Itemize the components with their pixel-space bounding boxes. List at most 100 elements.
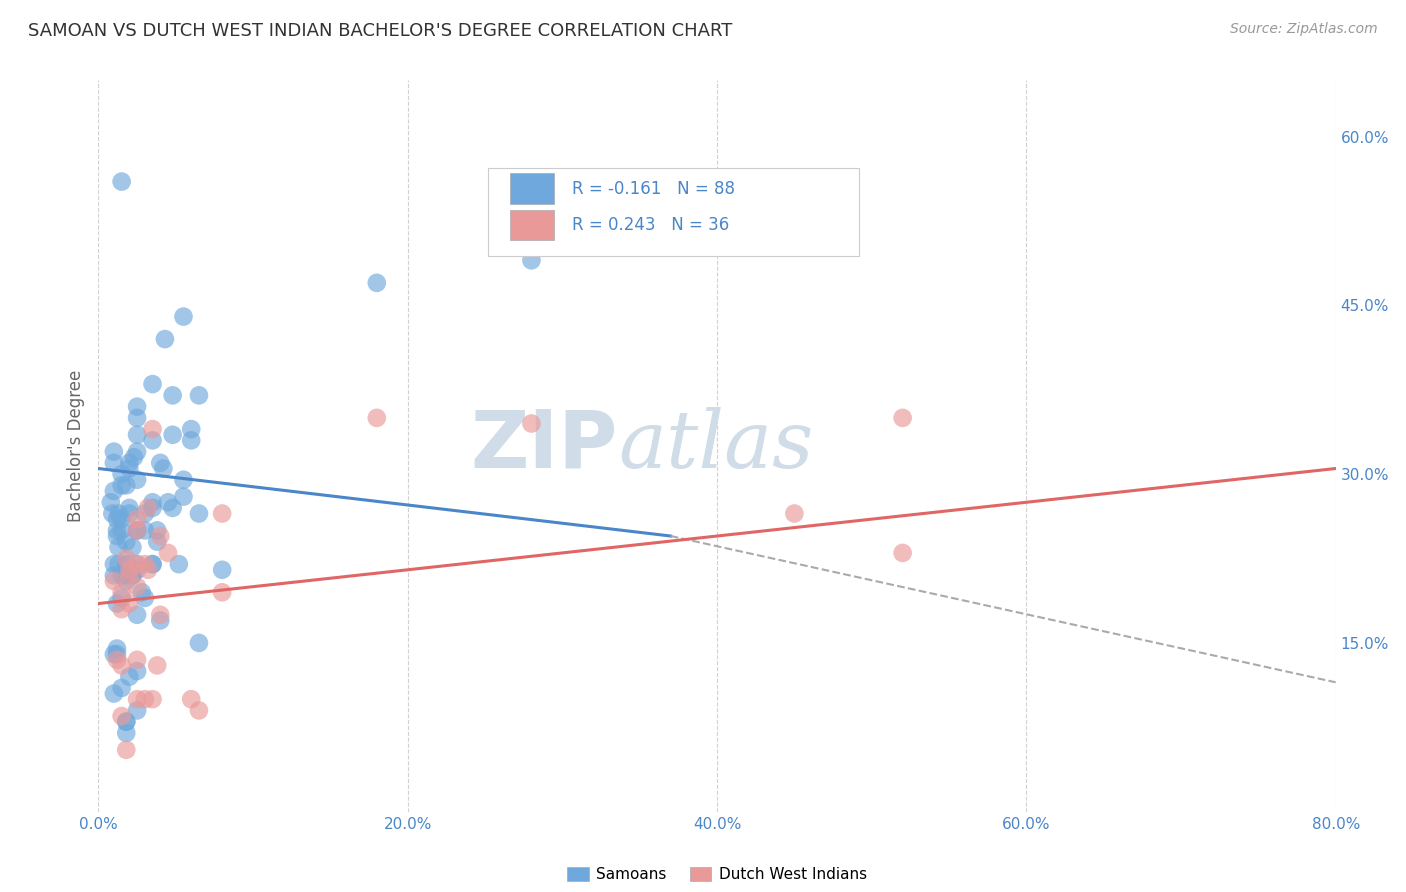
Point bbox=[142, 434, 165, 448]
Point bbox=[103, 483, 125, 498]
Point bbox=[211, 507, 233, 521]
Point bbox=[180, 692, 202, 706]
Point bbox=[891, 410, 914, 425]
Point bbox=[162, 388, 184, 402]
Point bbox=[157, 546, 180, 560]
Point bbox=[103, 647, 125, 661]
Point bbox=[162, 427, 184, 442]
Point bbox=[146, 524, 169, 538]
Point bbox=[366, 276, 388, 290]
Point bbox=[131, 585, 153, 599]
Point bbox=[105, 512, 128, 526]
Point bbox=[105, 653, 128, 667]
Point bbox=[121, 541, 143, 555]
FancyBboxPatch shape bbox=[488, 168, 859, 256]
Point bbox=[146, 658, 169, 673]
Point bbox=[162, 500, 184, 515]
Point bbox=[134, 692, 156, 706]
Point bbox=[783, 507, 806, 521]
Point bbox=[136, 563, 159, 577]
Point bbox=[111, 524, 134, 538]
Point bbox=[188, 636, 211, 650]
Point bbox=[136, 500, 159, 515]
Point bbox=[105, 597, 128, 611]
Point bbox=[520, 417, 543, 431]
Point bbox=[188, 388, 211, 402]
Point bbox=[115, 557, 138, 571]
Point bbox=[118, 563, 141, 577]
Point bbox=[149, 607, 172, 622]
Point bbox=[180, 422, 202, 436]
Point bbox=[111, 585, 134, 599]
Point bbox=[188, 507, 211, 521]
Point bbox=[211, 563, 233, 577]
Point bbox=[107, 507, 129, 521]
Point bbox=[127, 563, 149, 577]
Point bbox=[180, 434, 202, 448]
Point bbox=[115, 574, 138, 588]
Text: atlas: atlas bbox=[619, 408, 814, 484]
Point bbox=[122, 450, 145, 465]
Point bbox=[153, 332, 176, 346]
Point bbox=[107, 541, 129, 555]
Point bbox=[127, 524, 149, 538]
Point bbox=[142, 422, 165, 436]
Point bbox=[101, 507, 124, 521]
Point bbox=[103, 574, 125, 588]
Point bbox=[118, 670, 141, 684]
Point bbox=[115, 551, 138, 566]
Text: Source: ZipAtlas.com: Source: ZipAtlas.com bbox=[1230, 22, 1378, 37]
Point bbox=[103, 687, 125, 701]
Point bbox=[149, 614, 172, 628]
Y-axis label: Bachelor's Degree: Bachelor's Degree bbox=[66, 370, 84, 522]
Point bbox=[121, 568, 143, 582]
Point bbox=[115, 714, 138, 729]
Point bbox=[111, 467, 134, 482]
Point bbox=[118, 500, 141, 515]
Point bbox=[115, 478, 138, 492]
Bar bbox=[510, 173, 554, 204]
Point bbox=[142, 377, 165, 392]
Point bbox=[149, 529, 172, 543]
Point bbox=[127, 664, 149, 678]
Point bbox=[157, 495, 180, 509]
Point bbox=[111, 658, 134, 673]
Point bbox=[173, 473, 195, 487]
Point bbox=[105, 524, 128, 538]
Legend: Samoans, Dutch West Indians: Samoans, Dutch West Indians bbox=[561, 861, 873, 888]
Point bbox=[103, 444, 125, 458]
Point bbox=[142, 557, 165, 571]
Point bbox=[134, 507, 156, 521]
Point bbox=[115, 568, 138, 582]
Point bbox=[127, 410, 149, 425]
Point bbox=[134, 524, 156, 538]
Point bbox=[115, 714, 138, 729]
Point bbox=[167, 557, 190, 571]
Point bbox=[118, 507, 141, 521]
Point bbox=[103, 568, 125, 582]
Point bbox=[115, 534, 138, 549]
Point bbox=[127, 524, 149, 538]
Point bbox=[111, 709, 134, 723]
Point bbox=[103, 557, 125, 571]
Point bbox=[111, 568, 134, 582]
Point bbox=[111, 512, 134, 526]
Point bbox=[211, 585, 233, 599]
Text: SAMOAN VS DUTCH WEST INDIAN BACHELOR'S DEGREE CORRELATION CHART: SAMOAN VS DUTCH WEST INDIAN BACHELOR'S D… bbox=[28, 22, 733, 40]
Point bbox=[107, 557, 129, 571]
Point bbox=[142, 557, 165, 571]
Point bbox=[118, 461, 141, 475]
Point bbox=[146, 534, 169, 549]
Point bbox=[111, 602, 134, 616]
Point bbox=[127, 653, 149, 667]
Text: R = -0.161   N = 88: R = -0.161 N = 88 bbox=[572, 179, 735, 197]
Point bbox=[127, 524, 149, 538]
Point bbox=[188, 703, 211, 717]
Point bbox=[115, 743, 138, 757]
Point bbox=[127, 400, 149, 414]
Point bbox=[891, 546, 914, 560]
Point bbox=[115, 557, 138, 571]
Point bbox=[134, 557, 156, 571]
Point bbox=[127, 427, 149, 442]
Point bbox=[520, 253, 543, 268]
